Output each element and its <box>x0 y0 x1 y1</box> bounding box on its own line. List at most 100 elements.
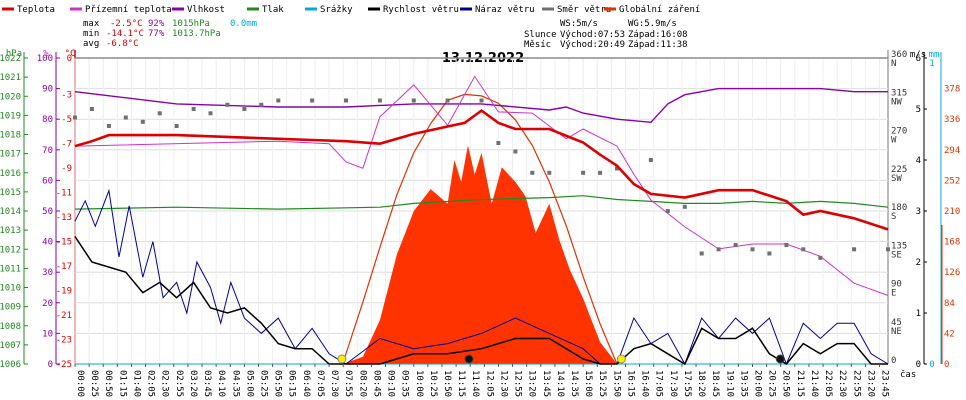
radiation-tick-label: 294 <box>944 146 960 156</box>
time-tick-label: 19:35 <box>738 370 748 397</box>
series-wind-speed <box>74 236 888 366</box>
pressure-tick-label: 1017 <box>0 150 21 160</box>
time-tick-label: 00:25 <box>89 370 99 397</box>
wind-dir-compass-label: NW <box>891 97 902 107</box>
wind-direction-point <box>225 102 230 107</box>
stat-max-label: max <box>83 19 100 29</box>
legend-label: Přízemní teplota <box>85 5 172 15</box>
stat-wg: WG:5.9m/s <box>628 19 677 29</box>
time-axis: 00:00 00:25 00:50 01:15 01:40 02:05 02:30 02:55… <box>74 364 890 397</box>
wind-dir-compass-label: NE <box>891 327 902 337</box>
pressure-tick-label: 1012 <box>0 245 21 255</box>
pressure-tick-label: 1015 <box>0 188 21 198</box>
pressure-tick-label: 1020 <box>0 92 21 102</box>
precip-tick-label: 0 <box>929 360 934 370</box>
pressure-tick-label: 1021 <box>0 73 21 83</box>
plot-area <box>73 57 890 366</box>
stat-ws: WS:5m/s <box>560 19 598 29</box>
humidity-axis-unit: % <box>43 49 49 59</box>
series-max-radiation <box>342 93 618 365</box>
wind-speed-tick-label: 0 <box>916 360 921 370</box>
legend-label: Vlhkost <box>187 5 225 15</box>
stat-avg-label: avg <box>83 39 99 49</box>
wind-direction-point <box>157 111 162 116</box>
wind-direction-point <box>750 247 755 252</box>
wind-dir-tick-label: 45 <box>891 318 902 328</box>
moonrise-marker <box>775 354 785 364</box>
moonset-marker <box>464 354 474 364</box>
stat-moonset: Západ:11:38 <box>628 40 688 50</box>
humidity-tick-label: 90 <box>42 85 53 95</box>
time-tick-label: 21:40 <box>809 370 819 397</box>
stat-sunset: Západ:16:08 <box>628 30 688 40</box>
time-tick-label: 18:20 <box>696 370 706 397</box>
time-tick-label: 16:15 <box>625 370 635 397</box>
stat-max-hum: 92% <box>148 19 165 29</box>
wind-speed-axis-unit: m/s <box>910 50 926 60</box>
time-tick-label: 02:05 <box>146 370 156 397</box>
time-tick-label: 02:55 <box>174 370 184 397</box>
wind-direction-point <box>733 243 738 247</box>
time-tick-label: 07:30 <box>329 370 339 397</box>
wind-dir-tick-label: 270 <box>891 127 907 137</box>
wind-dir-compass-label: S <box>891 212 896 222</box>
wind-direction-point <box>208 111 213 116</box>
time-tick-label: 10:50 <box>442 370 452 397</box>
time-tick-label: 12:30 <box>498 370 508 397</box>
wind-dir-tick-label: 225 <box>891 165 907 175</box>
stat-avg-temp: -6.8°C <box>106 39 139 49</box>
time-tick-label: 15:00 <box>583 370 593 397</box>
time-tick-label: 04:10 <box>216 370 226 397</box>
time-tick-label: 01:40 <box>131 370 141 397</box>
wind-dir-tick-label: 90 <box>891 280 902 290</box>
time-tick-label: 04:35 <box>230 370 240 397</box>
humidity-tick-label: 60 <box>42 176 53 186</box>
time-tick-label: 02:30 <box>160 370 170 397</box>
wind-direction-point <box>598 170 603 175</box>
wind-dir-compass-label: SW <box>891 174 902 184</box>
legend-label: Náraz větru <box>475 5 535 15</box>
precip-axis-unit: mm <box>929 50 940 60</box>
time-tick-label: 12:55 <box>513 370 523 397</box>
time-tick-label: 15:25 <box>597 370 607 397</box>
humidity-tick-label: 40 <box>42 238 53 248</box>
wind-dir-tick-label: 135 <box>891 241 907 251</box>
wind-direction-point <box>648 158 653 162</box>
wind-direction-point <box>547 170 552 175</box>
wind-dir-tick-label: 0 <box>891 356 896 366</box>
pressure-tick-label: 1009 <box>0 303 21 313</box>
humidity-tick-label: 100 <box>37 54 53 64</box>
time-tick-label: 07:55 <box>343 370 353 397</box>
wind-direction-point <box>818 255 823 260</box>
wind-speed-tick-label: 4 <box>916 156 921 166</box>
time-tick-label: 03:45 <box>202 370 212 397</box>
legend: Teplota Přízemní teplota Vlhkost Tlak Srážky… <box>2 5 700 15</box>
radiation-tick-label: 0 <box>944 360 949 370</box>
pressure-tick-label: 1022 <box>0 54 21 64</box>
wind-direction-point <box>242 107 247 111</box>
radiation-tick-label: 42 <box>944 329 955 339</box>
series-temperature <box>74 108 889 231</box>
temperature-axis-unit: °C <box>65 49 76 59</box>
time-tick-label: 11:15 <box>456 370 466 397</box>
wind-direction-point <box>530 170 535 175</box>
wind-direction-point <box>784 243 789 247</box>
time-tick-label: 18:45 <box>710 370 720 397</box>
wind-direction-point <box>259 102 264 107</box>
stat-moonrise: Východ:20:49 <box>560 40 625 50</box>
temperature-tick-label: -25 <box>56 360 72 370</box>
wind-dir-tick-label: 360 <box>891 50 907 60</box>
time-tick-label: 00:00 <box>75 370 85 397</box>
stat-min-temp: -14.1°C <box>106 29 144 39</box>
time-tick-label: 09:35 <box>400 370 410 397</box>
pressure-axis-unit: hPa <box>6 49 22 59</box>
stat-sun-label: Slunce <box>524 30 557 40</box>
time-tick-label: 13:45 <box>541 370 551 397</box>
time-tick-label: 21:15 <box>795 370 805 397</box>
time-tick-label: 12:05 <box>484 370 494 397</box>
temperature-tick-label: -3 <box>61 91 72 101</box>
wind-dir-tick-label: 315 <box>891 88 907 98</box>
time-tick-label: 23:45 <box>880 370 890 397</box>
temperature-tick-label: -13 <box>56 213 72 223</box>
